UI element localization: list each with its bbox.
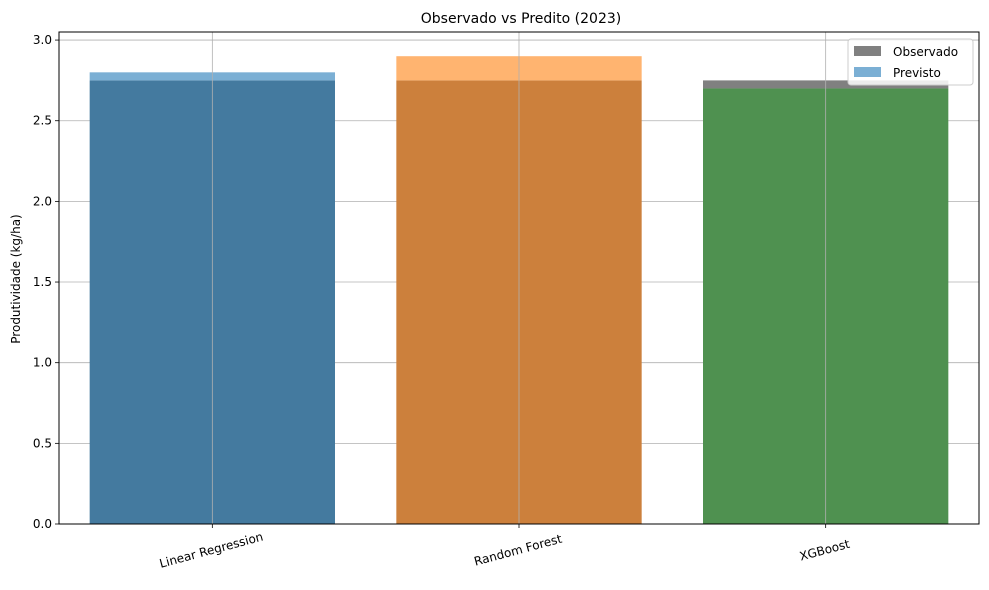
x-tick-label: Linear Regression	[158, 530, 265, 571]
y-tick-label: 1.5	[33, 275, 52, 289]
x-grid-layer	[211, 32, 827, 524]
y-tick-label: 2.0	[33, 194, 52, 208]
x-tick-label: XGBoost	[798, 537, 852, 564]
legend: Observado Previsto	[847, 38, 974, 86]
legend-label-1: Observado	[893, 45, 958, 59]
legend-label-2: Previsto	[893, 66, 941, 80]
y-tick-label: 3.0	[33, 33, 52, 47]
y-axis-label: Produtividade (kg/ha)	[9, 214, 23, 343]
legend-swatch-1	[854, 46, 881, 56]
chart-title: Observado vs Predito (2023)	[421, 11, 621, 27]
legend-swatch-2	[854, 67, 881, 77]
x-tick-label: Random Forest	[473, 532, 564, 569]
y-tick-label: 0.0	[33, 517, 52, 531]
y-tick-label: 2.5	[33, 114, 52, 128]
y-tick-label: 1.0	[33, 356, 52, 370]
y-tick-label: 0.5	[33, 436, 52, 450]
